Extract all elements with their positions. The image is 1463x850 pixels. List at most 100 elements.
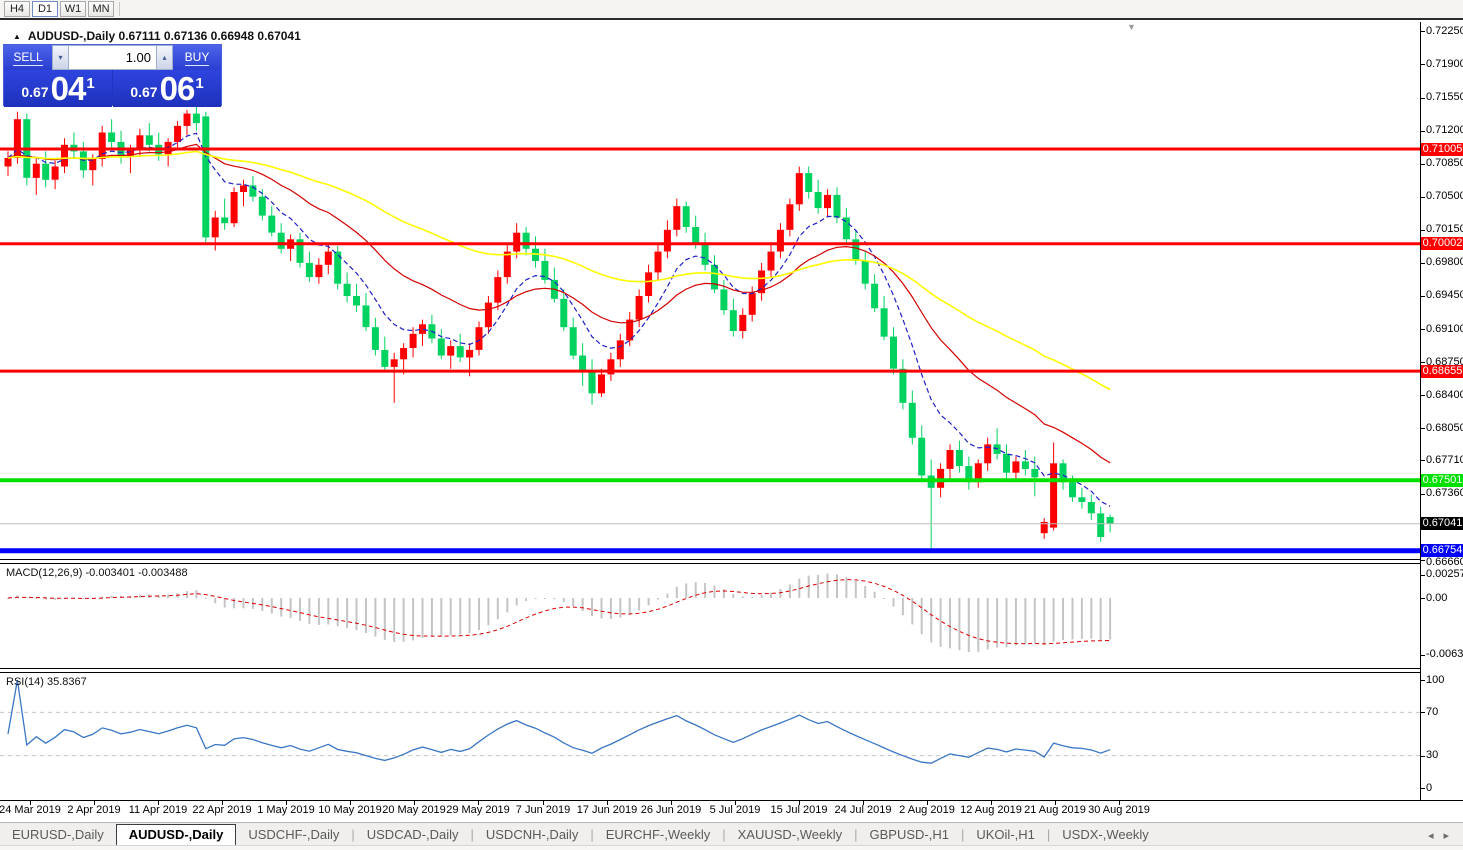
macd-bar (1005, 598, 1008, 648)
macd-bar (685, 583, 688, 598)
candle (861, 251, 869, 290)
candle (842, 208, 850, 244)
tab-usdcad-daily[interactable]: USDCAD-,Daily (366, 827, 459, 842)
volume-decrease-button[interactable]: ▾ (52, 45, 69, 70)
price-tick-label: 0.71200 (1426, 124, 1463, 136)
pane-divider[interactable] (0, 563, 1463, 564)
date-tick (863, 801, 864, 805)
ohlc-close: 0.67041 (257, 29, 301, 43)
macd-bar (553, 598, 556, 600)
candle (258, 189, 266, 221)
price-axis[interactable]: 0.72250 0.71900 0.71550 0.71200 0.70850 0.705… (1420, 22, 1463, 800)
price-tick (1421, 494, 1425, 495)
moving-average-55 (7, 150, 1111, 391)
timeframe-button-MN[interactable]: MN (88, 1, 114, 17)
macd-bar (638, 598, 641, 611)
candle (890, 327, 897, 375)
tab-usdcnh-daily[interactable]: USDCNH-,Daily (485, 827, 579, 842)
ohlc-open: 0.67111 (118, 29, 161, 43)
macd-bar (1071, 598, 1074, 640)
timeframe-button-W1[interactable]: W1 (60, 1, 86, 17)
candle (1050, 442, 1058, 531)
buy-price-big: 06 (159, 70, 196, 107)
tab-eurusd-daily[interactable]: EURUSD-,Daily (12, 827, 104, 842)
candle (739, 308, 747, 339)
candle (249, 176, 257, 202)
candle (588, 359, 596, 405)
tab-ukoil-h1[interactable]: UKOil-,H1 (976, 827, 1035, 842)
date-axis[interactable]: 24 Mar 2019 2 Apr 2019 11 Apr 2019 22 Apr 2… (0, 801, 1463, 822)
tab-scroll-right-icon[interactable]: ▸ (1443, 830, 1449, 842)
pane-divider[interactable] (0, 668, 1463, 669)
candle (1021, 450, 1029, 476)
pane-divider[interactable] (0, 559, 1463, 560)
tab-eurchf-weekly[interactable]: EURCHF-,Weekly (605, 827, 711, 842)
tab-separator: | (1046, 827, 1051, 842)
macd-histogram (7, 573, 1112, 653)
macd-bar (996, 598, 999, 648)
candle (296, 232, 304, 268)
date-label: 2 Aug 2019 (899, 804, 955, 816)
macd-pane[interactable]: MACD(12,26,9) -0.003401 -0.003488 (0, 564, 1420, 668)
tab-separator: | (590, 827, 594, 842)
sell-button[interactable]: SELL (4, 45, 52, 70)
candle (767, 244, 775, 278)
candle (899, 359, 907, 410)
volume-increase-button[interactable]: ▴ (156, 45, 173, 70)
macd-bar (54, 598, 57, 600)
candle (946, 444, 954, 479)
buy-price[interactable]: 0.67 06 1 (113, 70, 221, 107)
candle (155, 132, 163, 161)
date-tick (927, 801, 928, 805)
date-label: 5 Jul 2019 (709, 804, 761, 816)
candle (550, 267, 558, 303)
candle (484, 296, 492, 334)
price-tick (1421, 560, 1425, 561)
candle (456, 333, 464, 363)
tab-usdchf-daily[interactable]: USDCHF-,Daily (248, 827, 340, 842)
macd-bar (770, 592, 772, 598)
candle (560, 289, 568, 331)
macd-bar (412, 598, 415, 641)
timeframe-button-H4[interactable]: H4 (4, 1, 30, 17)
macd-bar (930, 598, 933, 643)
buy-price-prefix: 0.67 (130, 84, 158, 100)
macd-bar (609, 598, 612, 619)
pane-divider[interactable] (0, 672, 1463, 673)
macd-bar (986, 598, 989, 650)
macd-bar (280, 598, 283, 617)
buy-button[interactable]: BUY (173, 45, 221, 70)
macd-bar (346, 598, 349, 629)
tab-xauusd-weekly[interactable]: XAUUSD-,Weekly (737, 827, 843, 842)
candle (353, 283, 360, 312)
candle (98, 125, 106, 167)
tab-scroll-left-icon[interactable]: ◂ (1427, 830, 1434, 842)
sell-price[interactable]: 0.67 04 1 (4, 70, 112, 107)
macd-tick (1421, 575, 1425, 576)
main-chart-pane[interactable]: ▲ AUDUSD-,Daily 0.67111 0.67136 0.66948 … (0, 22, 1420, 559)
candle (1003, 444, 1010, 479)
macd-bar (214, 598, 217, 604)
macd-bar (1080, 598, 1083, 639)
date-label: 12 Aug 2019 (960, 804, 1022, 816)
macd-bar (525, 598, 528, 602)
macd-bar (836, 574, 838, 598)
macd-bar (534, 598, 537, 599)
date-label: 22 Apr 2019 (192, 804, 252, 816)
price-tick (1421, 164, 1425, 165)
macd-bar (666, 593, 669, 598)
tab-gbpusd-h1[interactable]: GBPUSD-,H1 (869, 827, 949, 842)
tab-audusd-daily[interactable]: AUDUSD-,Daily (115, 824, 237, 845)
date-tick (478, 801, 479, 805)
candles-layer (4, 107, 1114, 550)
price-level-label: 0.66754 (1421, 544, 1463, 557)
tab-usdx-weekly[interactable]: USDX-,Weekly (1062, 827, 1149, 842)
timeframe-button-D1[interactable]: D1 (32, 1, 58, 17)
candle (400, 343, 408, 375)
rsi-tick-label: 0 (1426, 782, 1433, 794)
candle (786, 198, 794, 237)
volume-input[interactable] (69, 45, 156, 70)
ohlc-low: 0.66948 (210, 29, 255, 43)
sell-price-prefix: 0.67 (21, 84, 49, 100)
rsi-pane[interactable]: RSI(14) 35.8367 (0, 673, 1420, 800)
